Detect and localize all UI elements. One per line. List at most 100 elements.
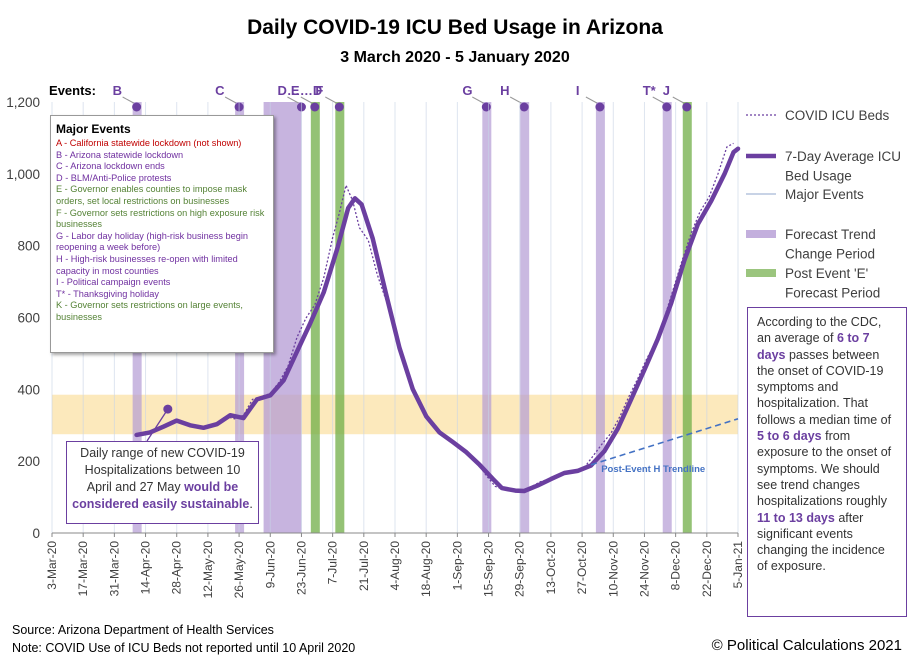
cdc-text-1: According to the CDC, an average of	[757, 315, 882, 346]
event-leader-I	[585, 96, 598, 104]
y-tick-label: 1,200	[6, 95, 40, 110]
daily-range-end: .	[249, 497, 253, 511]
x-tick-label: 18-Aug-20	[419, 541, 433, 597]
event-leader-B	[122, 96, 134, 104]
major-event-item: C - Arizona lockdown ends	[56, 161, 165, 172]
major-event-item: H - High-risk businesses re-open with li…	[56, 253, 238, 276]
x-tick-label: 12-May-20	[201, 541, 215, 599]
x-tick-label: 15-Sep-20	[482, 541, 496, 597]
x-tick-label: 14-Apr-20	[139, 541, 153, 595]
x-tick-label: 24-Nov-20	[637, 541, 651, 597]
note-text: Note: COVID Use of ICU Beds not reported…	[12, 641, 356, 655]
x-tick-label: 3-Mar-20	[45, 541, 59, 590]
event-label-C: C	[215, 83, 225, 98]
event-marker-F	[334, 102, 344, 112]
event-leader-T*	[652, 96, 664, 104]
y-tick-label: 1,000	[6, 167, 40, 182]
event-leader-C	[224, 96, 237, 104]
chart-title: Daily COVID-19 ICU Bed Usage in Arizona	[247, 16, 663, 39]
callout-line	[146, 408, 169, 442]
series-7day-average	[134, 146, 741, 494]
x-tick-label: 29-Sep-20	[513, 541, 527, 597]
event-marker-B	[132, 102, 142, 112]
cdc-bold-3: 11 to 13 days	[757, 510, 835, 525]
event-label-T*: T*	[643, 83, 657, 98]
event-band-H	[520, 102, 530, 533]
x-tick-label: 13-Oct-20	[544, 541, 558, 595]
daily-range-text: Daily range of new COVID-19 Hospitalizat…	[80, 446, 245, 494]
x-tick-label: 31-Mar-20	[107, 541, 121, 597]
event-marker-T*	[662, 102, 672, 112]
cdc-text-4: after significant events changing the in…	[757, 510, 885, 574]
x-tick-label: 26-May-20	[232, 541, 246, 599]
legend-label: Bed Usage	[785, 169, 852, 184]
cdc-bold-1: 6 to 7 days	[757, 331, 870, 362]
cdc-note: According to the CDC, an average of 6 to…	[747, 307, 907, 617]
major-events-list: A - California statewide lockdown (not s…	[56, 138, 268, 324]
event-label-F: F	[315, 83, 323, 98]
cdc-text-3: from exposure to the onset of symptoms. …	[757, 429, 892, 509]
legend-label: Forecast Period	[785, 286, 880, 301]
legend-swatch-purple	[746, 230, 776, 238]
event-band-F	[335, 102, 345, 533]
trendline-label: Post-Event H Trendline	[601, 464, 705, 475]
legend-label: Forecast Trend	[785, 227, 876, 242]
daily-range-note: Daily range of new COVID-19 Hospitalizat…	[66, 441, 259, 524]
major-event-item: T* - Thanksgiving holiday	[56, 288, 159, 299]
event-leader-J	[672, 96, 685, 104]
source-text: Source: Arizona Department of Health Ser…	[12, 623, 274, 637]
event-band-J	[682, 102, 692, 533]
x-tick-label: 5-Jan-21	[731, 541, 745, 589]
event-leader-D	[287, 96, 299, 104]
event-leader-F	[325, 96, 337, 104]
y-tick-label: 600	[17, 311, 40, 326]
cdc-bold-2: 5 to 6 days	[757, 429, 822, 444]
event-label-E: E	[291, 83, 300, 98]
event-label-B: B	[113, 83, 122, 98]
legend-label: 7-Day Average ICU	[785, 149, 901, 164]
legend: COVID ICU Beds 7-Day Average ICU Bed Usage…	[746, 108, 901, 301]
legend-swatch-green	[746, 269, 776, 277]
major-event-item: B - Arizona statewide lockdown	[56, 149, 184, 160]
legend-label: COVID ICU Beds	[785, 108, 890, 123]
major-events-box: Major Events A - California statewide lo…	[50, 115, 274, 353]
x-tick-label: 4-Aug-20	[388, 541, 402, 591]
event-marker-I	[595, 102, 605, 112]
x-tick-label: 1-Sep-20	[450, 541, 464, 591]
y-tick-label: 200	[17, 454, 40, 469]
event-label-G: G	[462, 83, 472, 98]
event-marker-J	[682, 102, 692, 112]
event-label-J: J	[663, 83, 670, 98]
major-events-header: Major Events	[56, 122, 131, 136]
major-event-item: F - Governor sets restrictions on high e…	[56, 207, 265, 230]
event-label-I: I	[576, 83, 580, 98]
x-tick-label: 22-Dec-20	[700, 541, 714, 597]
event-marker-E	[310, 102, 320, 112]
major-event-item: D - BLM/Anti-Police protests	[56, 172, 172, 183]
y-tick-label: 0	[32, 526, 40, 541]
x-tick-label: 28-Apr-20	[170, 541, 184, 595]
x-tick-label: 23-Jun-20	[294, 541, 308, 595]
major-event-item: G - Labor day holiday (high-risk busines…	[56, 230, 249, 253]
event-leader-E	[300, 96, 313, 104]
x-tick-label: 8-Dec-20	[669, 541, 683, 591]
x-tick-label: 21-Jul-20	[357, 541, 371, 591]
event-band-G	[482, 102, 492, 533]
axes: 0 200 400 600 800 1,000 1,200 3-Mar-20 17-Mar-20…	[6, 95, 745, 598]
event-marker-G	[481, 102, 491, 112]
x-tick-label: 7-Jul-20	[326, 541, 340, 585]
event-label-H: H	[500, 83, 509, 98]
event-marker-H	[519, 102, 529, 112]
legend-label: Post Event 'E'	[785, 266, 868, 281]
series-post-h-trendline	[590, 418, 739, 466]
events-label: Events:	[49, 83, 96, 98]
cdc-text-2: passes between the onset of COVID-19 sym…	[757, 347, 892, 427]
event-leader-G	[472, 96, 484, 104]
x-tick-label: 10-Nov-20	[606, 541, 620, 597]
daily-range-emphasis: would be considered easily sustainable	[72, 480, 250, 511]
series: Post-Event H Trendline	[134, 142, 741, 494]
event-label-D: D……D	[277, 83, 322, 98]
legend-label: Major Events	[785, 187, 864, 202]
event-band-I	[595, 102, 605, 533]
